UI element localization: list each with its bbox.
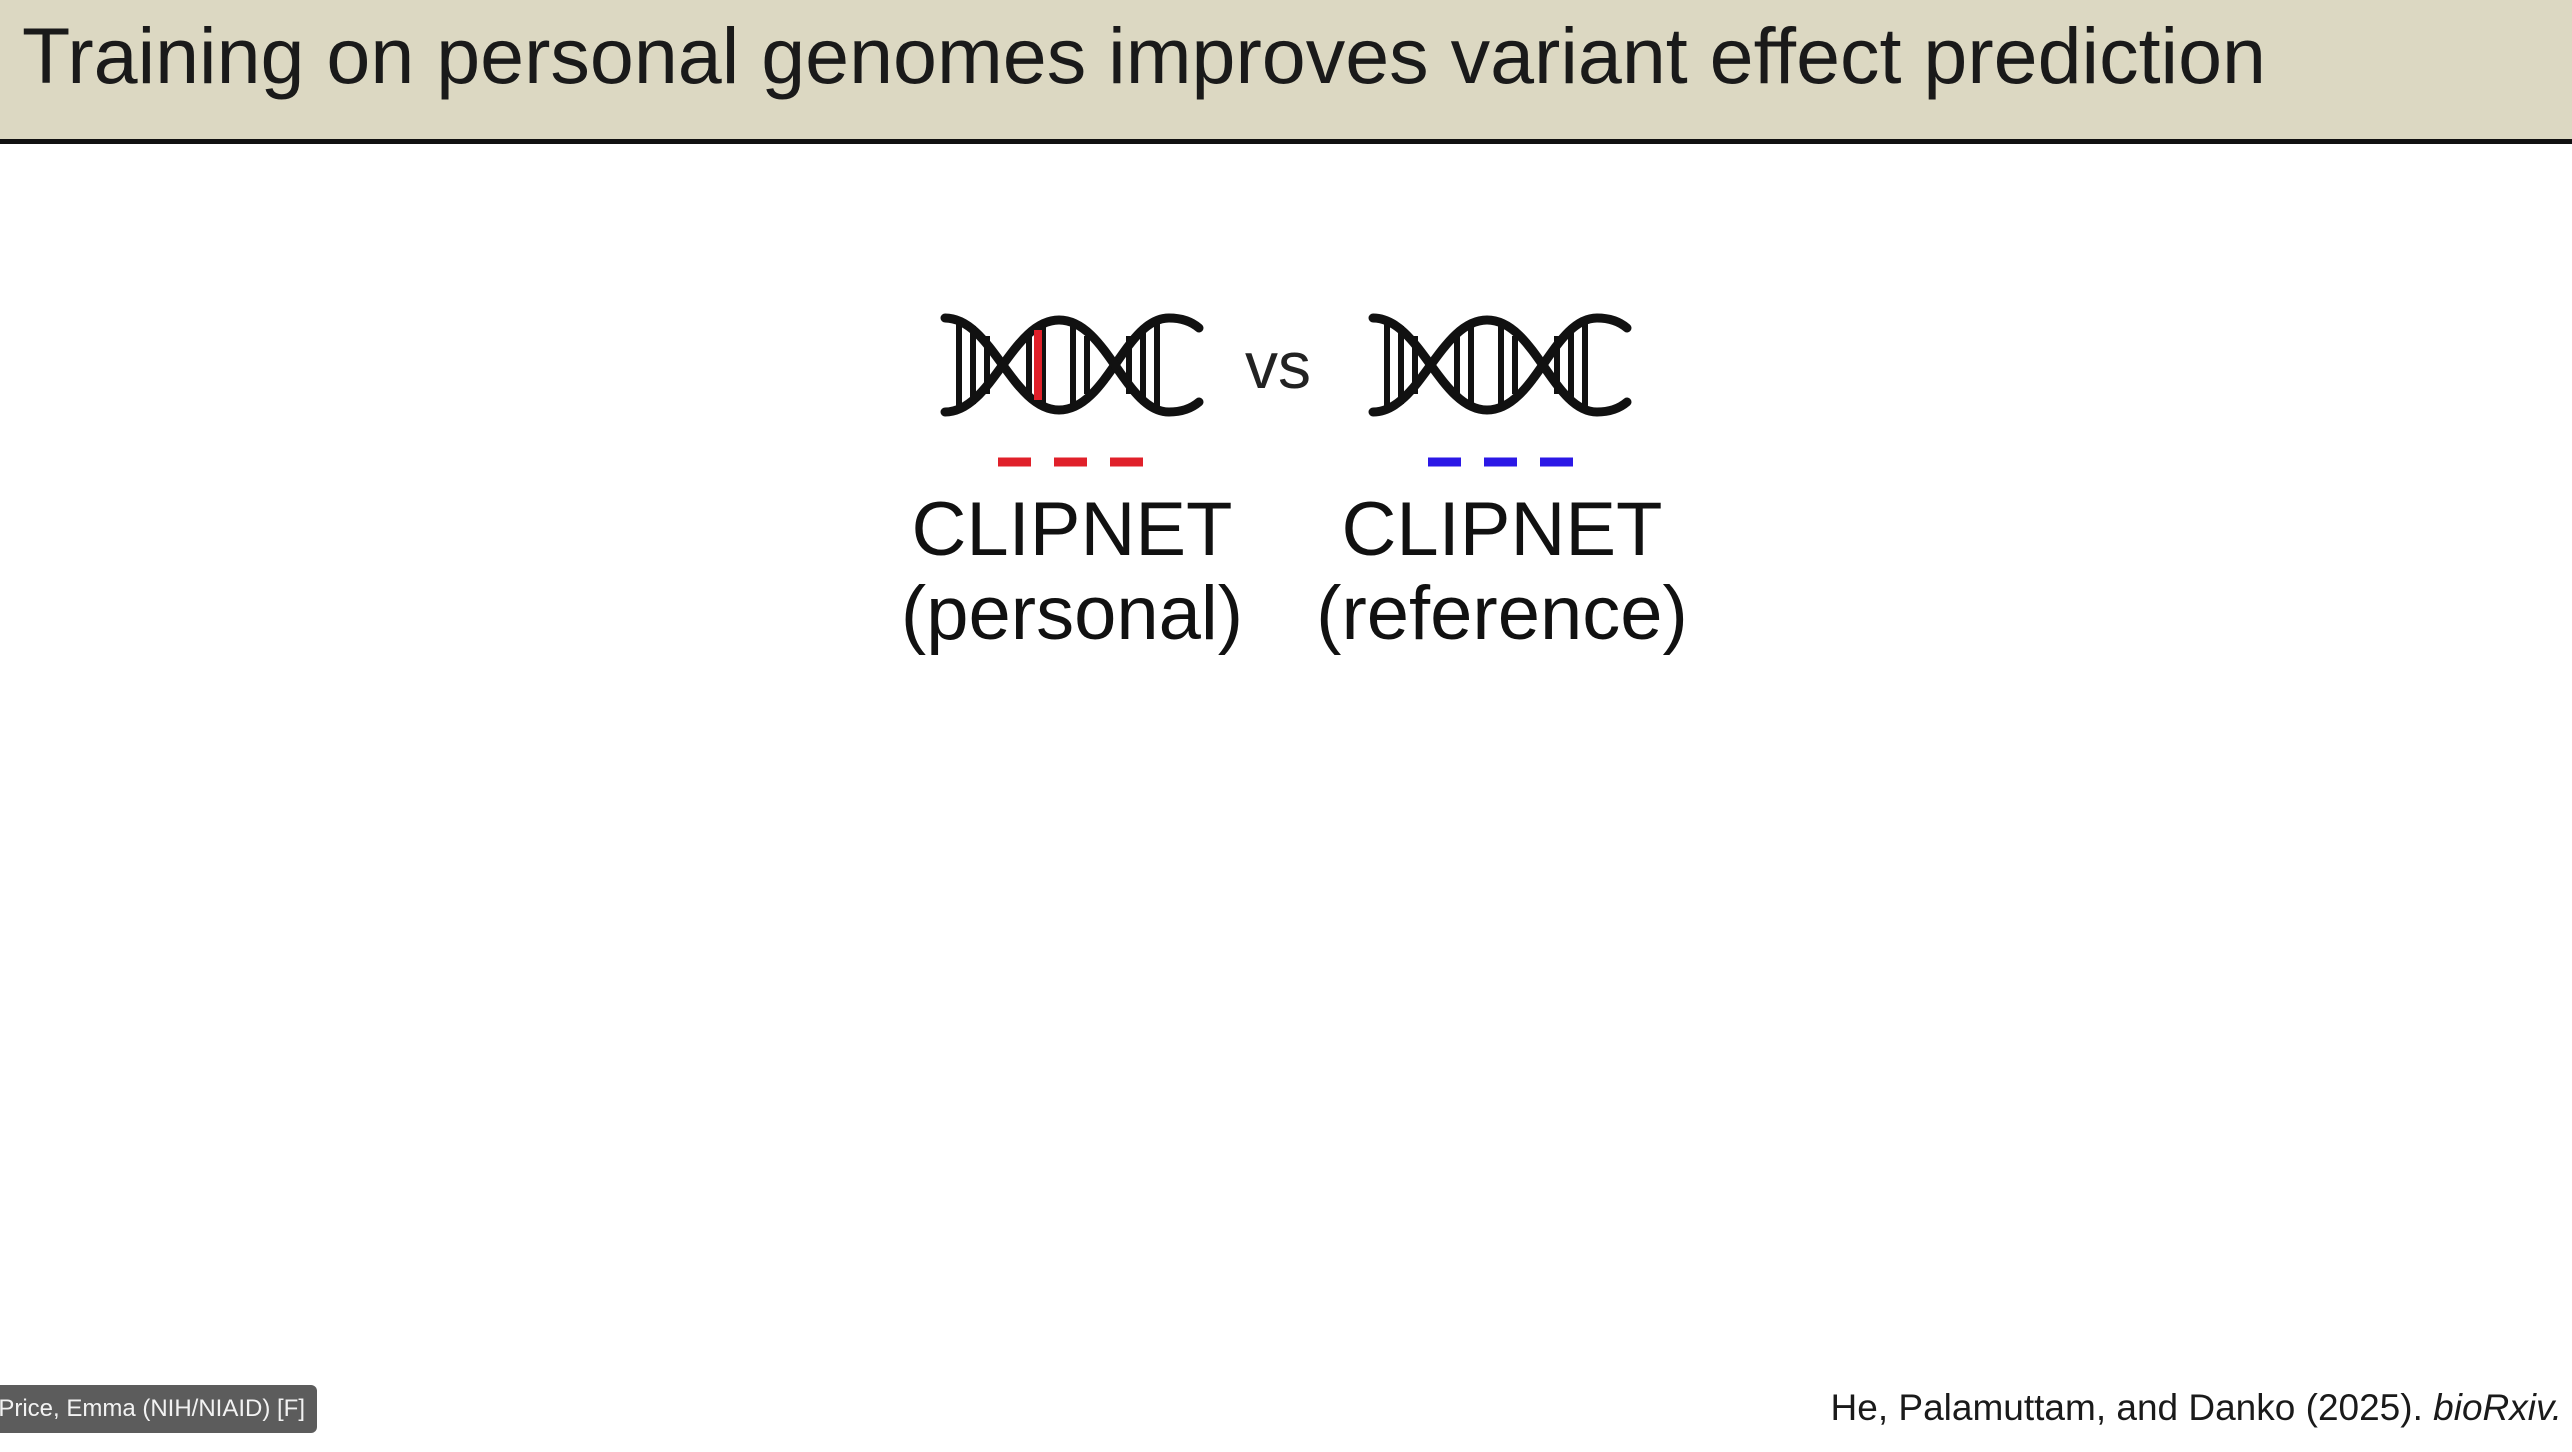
personal-model-label: CLIPNET (personal) [852,488,1292,656]
citation-authors: He, Palamuttam, and Danko (2025). [1830,1387,2434,1428]
model-name: CLIPNET [1341,487,1663,572]
reference-model-label: CLIPNET (reference) [1282,488,1722,656]
title-bar: Training on personal genomes improves va… [0,0,2572,144]
model-variant: (personal) [900,571,1244,656]
reference-legend-line [1428,457,1573,467]
dna-helix-icon [1368,313,1632,417]
participant-name-tag: Price, Emma (NIH/NIAID) [F] [0,1385,317,1433]
model-variant: (reference) [1316,571,1688,656]
slide-title: Training on personal genomes improves va… [22,11,2266,100]
citation-journal: bioRxiv. [2433,1387,2562,1428]
comparison-word: vs [1245,328,1311,402]
participant-name: Price, Emma (NIH/NIAID) [F] [0,1395,305,1422]
dna-helix-icon [940,313,1204,417]
model-name: CLIPNET [911,487,1233,572]
personal-legend-line [998,457,1143,467]
citation: He, Palamuttam, and Danko (2025). bioRxi… [1831,1380,2562,1436]
